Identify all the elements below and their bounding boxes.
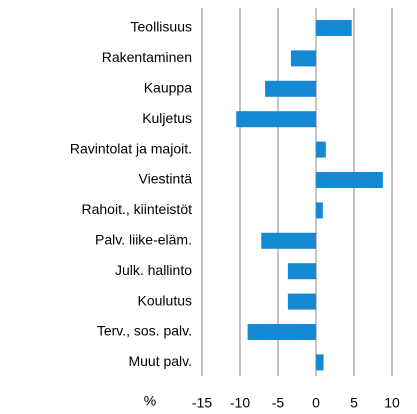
x-tick-label: -10 (230, 395, 250, 411)
x-axis-label: % (144, 393, 156, 409)
y-tick-label: Viestintä (139, 171, 193, 187)
bar (236, 111, 316, 128)
bar (316, 354, 324, 371)
y-tick-label: Muut palv. (128, 353, 192, 369)
y-tick-label: Rahoit., kiinteistöt (82, 201, 193, 217)
y-tick-label: Kauppa (144, 80, 192, 96)
bar (316, 20, 352, 36)
y-tick-label: Koulutus (138, 292, 192, 308)
bar (287, 263, 316, 280)
y-tick-label: Teollisuus (131, 19, 192, 35)
bar (287, 293, 316, 310)
bar (247, 324, 316, 340)
y-tick-label: Ravintolat ja majoit. (70, 140, 192, 156)
bar (261, 232, 316, 249)
y-tick-label: Rakentaminen (102, 49, 192, 65)
y-tick-label: Kuljetus (142, 110, 192, 126)
bar (316, 141, 326, 158)
x-tick-label: 0 (312, 395, 320, 411)
x-tick-label: 5 (350, 395, 358, 411)
bar (265, 80, 316, 97)
y-tick-label: Julk. hallinto (115, 262, 192, 278)
x-tick-label: -5 (272, 395, 285, 411)
bar (316, 202, 323, 219)
y-tick-label: Terv., sos. palv. (97, 323, 192, 339)
x-tick-label: -15 (192, 395, 212, 411)
bar (290, 50, 316, 67)
y-tick-label: Palv. liike-eläm. (95, 232, 192, 248)
bar (316, 172, 383, 188)
x-tick-label: 10 (384, 395, 400, 411)
